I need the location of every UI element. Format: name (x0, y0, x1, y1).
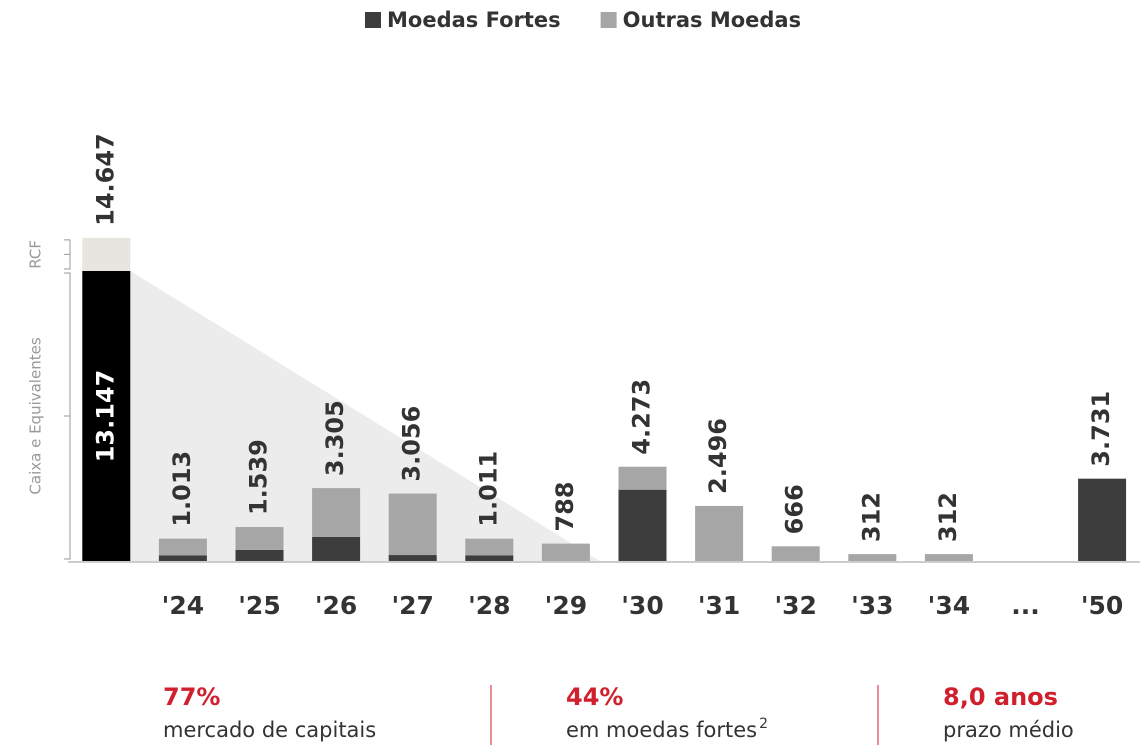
bar (848, 554, 897, 561)
total-label: 788 (551, 482, 579, 532)
bar (388, 493, 437, 556)
legend-swatch (365, 12, 381, 28)
x-tick-label: '24 (162, 591, 204, 620)
stat-text: prazo médio (943, 718, 1074, 742)
x-tick-label: '34 (928, 591, 970, 620)
x-tick-label: '25 (238, 591, 280, 620)
x-tick-label: '28 (468, 591, 510, 620)
bar (618, 466, 667, 490)
x-tick-label: '50 (1081, 591, 1123, 620)
bracket (64, 272, 71, 560)
bar (158, 538, 207, 556)
bar (465, 538, 514, 556)
bar (312, 536, 361, 561)
total-label: 3.056 (398, 406, 426, 482)
total-label: 3.305 (321, 400, 349, 476)
stat-note: 2 (759, 716, 768, 732)
x-tick-label: '29 (545, 591, 587, 620)
bar (1078, 478, 1127, 561)
legend-label: Moedas Fortes (387, 8, 561, 32)
total-label: 4.273 (628, 379, 656, 455)
value-label: 13.147 (91, 370, 119, 463)
legend-label: Outras Moedas (623, 8, 801, 32)
total-label: 14.647 (91, 133, 119, 226)
bar (695, 505, 744, 561)
bar (541, 543, 590, 561)
stat-value: 44% (566, 683, 623, 711)
total-label: 312 (934, 492, 962, 542)
total-label: 1.013 (168, 451, 196, 527)
total-label: 1.011 (474, 451, 502, 527)
bar (924, 554, 973, 561)
x-tick-label: '30 (621, 591, 663, 620)
bar (388, 555, 437, 561)
side-label: RCF (27, 240, 45, 269)
bar (235, 549, 284, 561)
bar (618, 489, 667, 561)
x-tick-label: '32 (774, 591, 816, 620)
side-label: Caixa e Equivalentes (27, 337, 45, 494)
stat-value: 8,0 anos (943, 683, 1058, 711)
x-tick-label: '27 (391, 591, 433, 620)
total-label: 666 (781, 484, 809, 534)
stat-text: em moedas fortes (566, 718, 757, 742)
total-label: 312 (857, 492, 885, 542)
bar (158, 555, 207, 561)
x-tick-label: '26 (315, 591, 357, 620)
stat-value: 77% (163, 683, 220, 711)
bar (465, 555, 514, 561)
bar (235, 527, 284, 550)
liquidity-bar (82, 270, 131, 561)
total-label: 2.496 (704, 418, 732, 494)
stat-text: mercado de capitais (163, 718, 376, 742)
bracket (64, 239, 71, 270)
shading (130, 270, 600, 561)
total-label: 1.539 (245, 439, 273, 515)
legend-swatch (600, 12, 617, 28)
x-tick-label: '33 (851, 591, 893, 620)
bar (771, 546, 820, 561)
liquidity-bar (82, 237, 131, 271)
x-tick-label: '31 (698, 591, 740, 620)
x-tick-label: ... (1011, 591, 1040, 620)
bar (312, 488, 361, 537)
total-label: 3.731 (1087, 391, 1115, 467)
